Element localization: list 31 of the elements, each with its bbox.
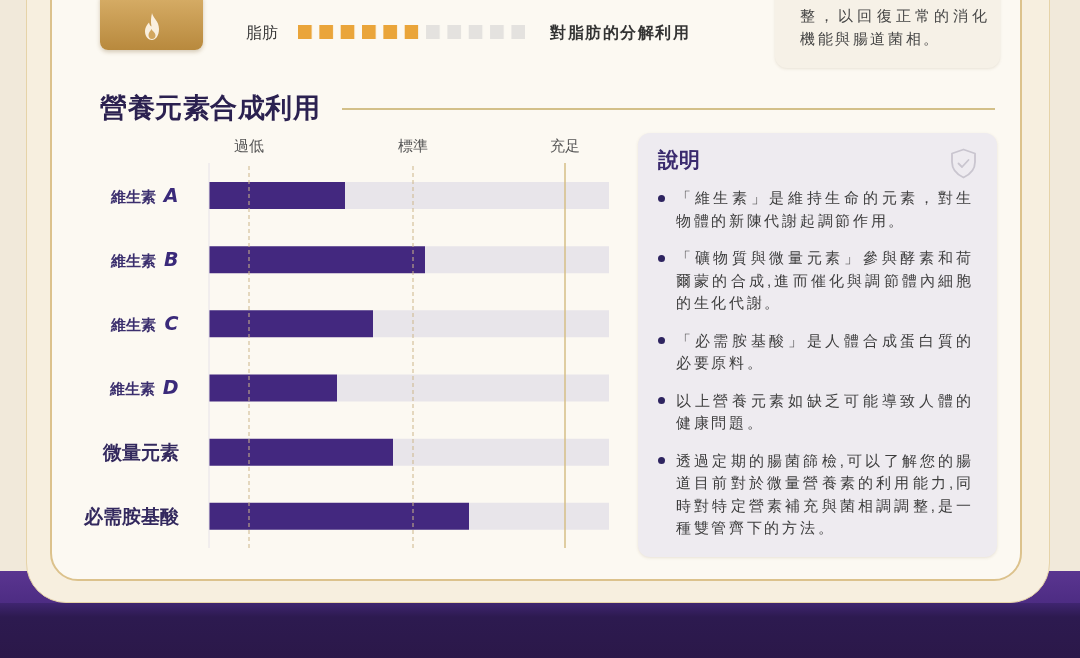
ref-line-label: 過低 — [234, 138, 264, 154]
bar — [209, 182, 345, 209]
y-tick-label: 脂肪 — [246, 23, 278, 41]
text: 透過定期的腸菌篩檢,可以了解您的腸道目前對於微量營養素的利用能力,同時對特定營素補充與菌相調調整,是一種雙管齊下的方法。 — [676, 451, 974, 536]
y-tick-label: 必需胺基酸 — [82, 505, 180, 527]
bar — [209, 374, 337, 402]
text: 說明 — [658, 147, 700, 173]
bar — [209, 502, 469, 530]
y-tick-label: 維生素 A — [109, 183, 179, 206]
text: 「維生素」是維持生命的元素，對生物體的新陳代謝起調節作用。 — [676, 189, 974, 229]
bar — [209, 246, 425, 274]
text: 對脂肪的分解利用 — [550, 23, 690, 43]
y-tick-label: 維生素 D — [108, 376, 179, 399]
text: 「礦物質與微量元素」參與酵素和荷爾蒙的合成,進而催化與調節體內細胞的生化代謝。 — [676, 249, 974, 311]
text: 整，以回復正常的消化機能與腸道菌相。 — [800, 6, 990, 47]
bar — [209, 310, 373, 338]
bar — [337, 374, 609, 402]
y-tick-label: 微量元素 — [101, 441, 179, 463]
ref-line-label: 標準 — [398, 138, 428, 154]
bar — [209, 438, 393, 466]
text: 「必需胺基酸」是人體合成蛋白質的必要原料。 — [676, 331, 974, 371]
y-tick-label: 維生素 C — [110, 312, 179, 335]
bar — [469, 502, 609, 530]
ref-line-label: 充足 — [550, 138, 580, 154]
text: 以上營養元素如缺乏可能導致人體的健康問題。 — [676, 391, 974, 431]
y-tick-label: 維生素 B — [109, 248, 179, 271]
bar — [345, 182, 609, 209]
bar — [373, 310, 609, 338]
chart-title: 營養元素合成利用 — [100, 92, 320, 124]
bar — [425, 246, 609, 274]
bar — [393, 438, 609, 466]
